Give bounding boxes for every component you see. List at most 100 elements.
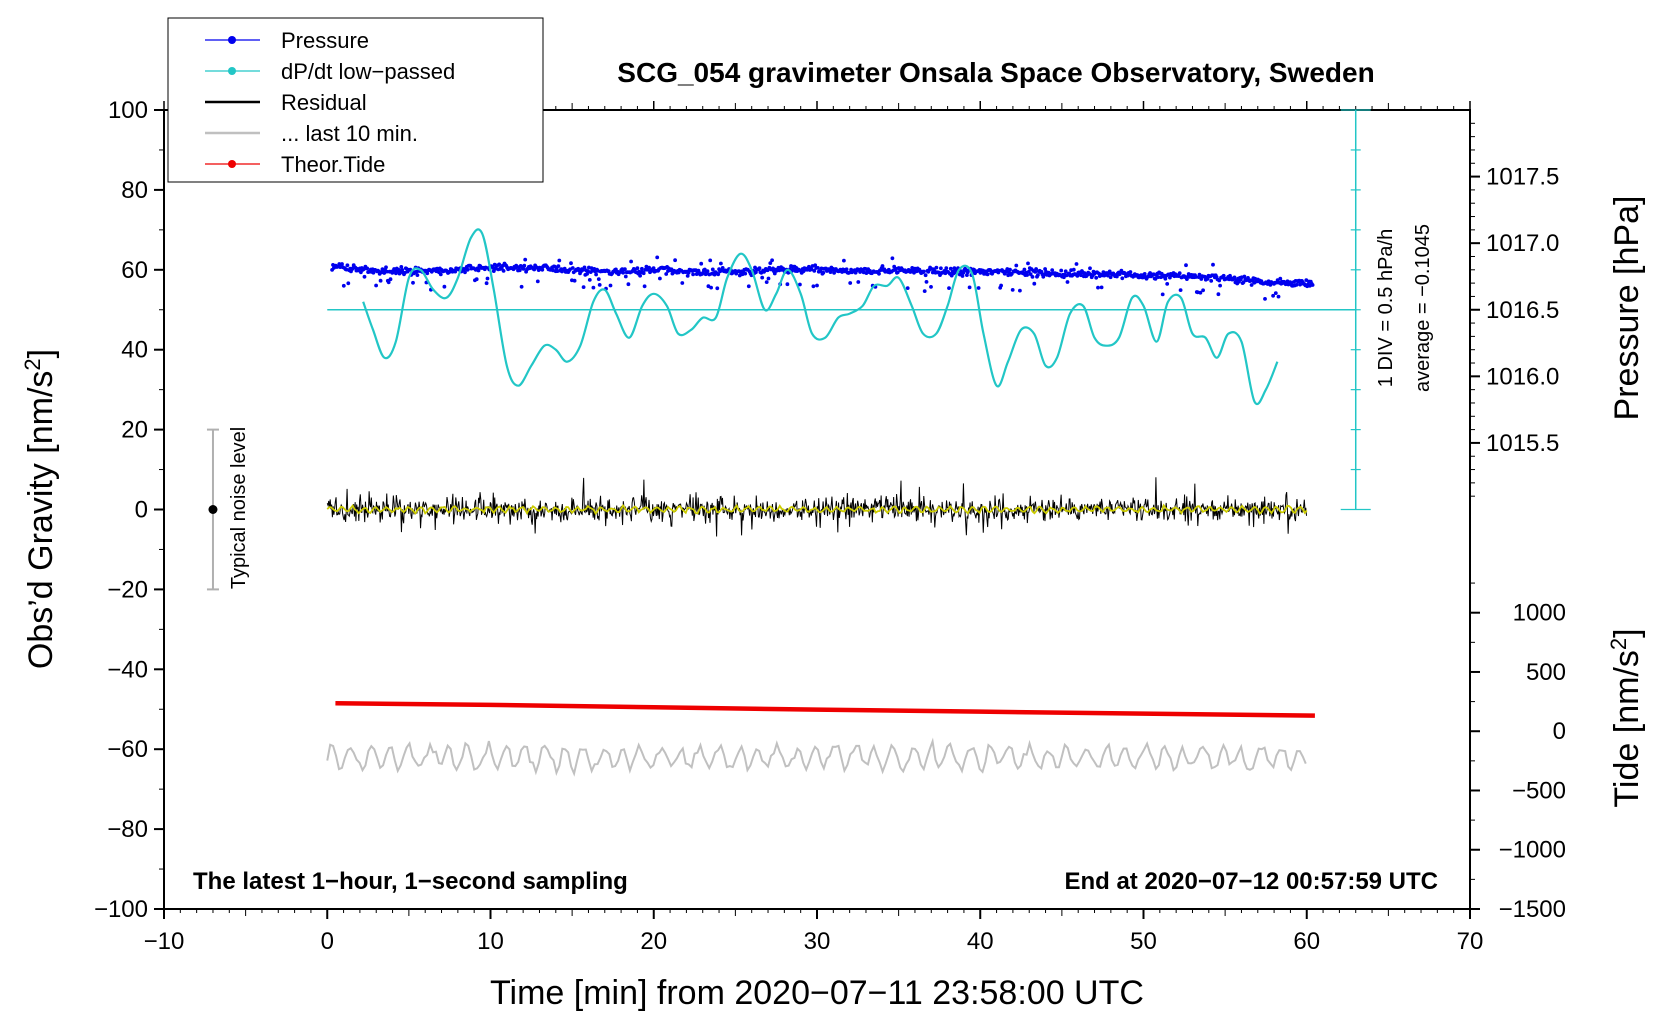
pressure-point bbox=[1165, 282, 1170, 286]
pressure-point bbox=[1205, 277, 1210, 281]
theor-tide-series bbox=[335, 701, 1315, 718]
tide-axis-title-text: Tide [nm/s bbox=[1608, 650, 1646, 807]
legend-swatch-marker bbox=[228, 36, 236, 44]
x-tick-label: 70 bbox=[1457, 928, 1484, 955]
pressure-point bbox=[1178, 288, 1183, 292]
legend-label: Residual bbox=[281, 90, 367, 115]
pressure-point bbox=[497, 262, 502, 267]
pressure-point bbox=[922, 289, 927, 293]
pressure-tick-label: 1015.5 bbox=[1486, 430, 1559, 457]
pressure-point bbox=[1216, 292, 1221, 297]
x-axis-title: Time [min] from 2020−07−11 23:58:00 UTC bbox=[490, 974, 1144, 1012]
pressure-tick-label: 1017.5 bbox=[1486, 164, 1559, 191]
pressure-point bbox=[640, 266, 644, 271]
div-label: 1 DIV = 0.5 hPa/h bbox=[1375, 229, 1397, 387]
pressure-point bbox=[651, 266, 656, 271]
residual-line bbox=[326, 477, 1308, 537]
pressure-point bbox=[1032, 281, 1037, 286]
pressure-point bbox=[785, 282, 790, 287]
pressure-point bbox=[1120, 276, 1125, 281]
pressure-point bbox=[385, 269, 389, 274]
pressure-point bbox=[985, 272, 990, 277]
pressure-point bbox=[895, 270, 900, 275]
y-axis-left-title: Obs’d Gravity [nm/s2] bbox=[20, 349, 60, 669]
y-tick-label: −60 bbox=[107, 736, 148, 763]
tide-tick-label: −1000 bbox=[1499, 837, 1566, 864]
pressure-point bbox=[570, 266, 575, 270]
pressure-point bbox=[798, 282, 802, 287]
pressure-point bbox=[929, 285, 933, 289]
pressure-point bbox=[415, 273, 420, 277]
pressure-point bbox=[1071, 267, 1076, 272]
dpdt-division-axis bbox=[327, 109, 1371, 511]
pressure-point bbox=[934, 265, 939, 270]
pressure-point bbox=[944, 266, 949, 270]
pressure-point bbox=[523, 257, 528, 262]
pressure-point bbox=[1271, 293, 1275, 298]
pressure-point bbox=[374, 283, 378, 288]
pressure-point bbox=[557, 258, 562, 263]
y-tick-label: −100 bbox=[94, 896, 148, 923]
pressure-point bbox=[1276, 294, 1281, 299]
pressure-point bbox=[716, 272, 721, 277]
pressure-point bbox=[1211, 262, 1215, 267]
pressure-point bbox=[438, 272, 443, 277]
x-tick-label: 50 bbox=[1130, 928, 1157, 955]
pressure-point bbox=[1184, 263, 1188, 268]
pressure-point bbox=[720, 266, 725, 270]
pressure-point bbox=[905, 286, 910, 290]
pressure-point bbox=[1008, 267, 1012, 272]
y-tick-label: −80 bbox=[107, 816, 148, 843]
pressure-point bbox=[638, 273, 642, 278]
pressure-point bbox=[1010, 288, 1015, 292]
pressure-point bbox=[921, 269, 926, 274]
pressure-point bbox=[772, 271, 777, 276]
pressure-point bbox=[1232, 275, 1237, 280]
tide-tick-label: 0 bbox=[1553, 718, 1566, 745]
pressure-point bbox=[1156, 275, 1161, 279]
pressure-point bbox=[1217, 278, 1222, 283]
y-tick-label: 100 bbox=[108, 97, 148, 124]
pressure-point bbox=[641, 271, 646, 276]
pressure-point bbox=[960, 274, 965, 278]
noise-label: Typical noise level bbox=[228, 427, 250, 589]
pressure-point bbox=[572, 278, 577, 283]
pressure-point bbox=[378, 278, 383, 283]
pressure-point bbox=[760, 275, 765, 280]
pressure-point bbox=[673, 258, 677, 263]
pressure-point bbox=[1310, 283, 1315, 287]
tide-tick-label: 500 bbox=[1526, 659, 1566, 686]
y-tick-label: 80 bbox=[121, 177, 148, 204]
pressure-point bbox=[743, 271, 748, 276]
pressure-point bbox=[948, 266, 953, 271]
x-tick-label: −10 bbox=[144, 928, 185, 955]
pressure-point bbox=[976, 286, 981, 290]
pressure-point bbox=[1063, 269, 1068, 274]
pressure-point bbox=[939, 266, 943, 271]
pressure-point bbox=[474, 277, 479, 282]
pressure-point bbox=[664, 272, 669, 276]
pressure-point bbox=[629, 259, 633, 264]
pressure-point bbox=[947, 286, 951, 290]
pressure-point bbox=[465, 267, 470, 272]
pressure-point bbox=[844, 267, 849, 272]
pressure-point bbox=[832, 271, 836, 275]
pressure-point bbox=[1059, 268, 1064, 273]
legend: Pressure dP/dt low−passed Residual ... last… bbox=[167, 17, 544, 183]
pressure-point bbox=[766, 276, 771, 281]
noise-level-indicator bbox=[206, 428, 219, 591]
pressure-point bbox=[812, 269, 817, 273]
pressure-point bbox=[1273, 291, 1278, 295]
residual-series bbox=[326, 477, 1308, 537]
pressure-point bbox=[1218, 283, 1222, 288]
pressure-axis-ticks: 1017.5 1017.0 1016.5 1016.0 1015.5 bbox=[1470, 122, 1559, 497]
pressure-point bbox=[626, 282, 631, 287]
pressure-point bbox=[582, 265, 587, 270]
legend-label: ... last 10 min. bbox=[281, 121, 418, 146]
pressure-point bbox=[591, 285, 596, 290]
pressure-point bbox=[1128, 270, 1133, 274]
pressure-point bbox=[386, 280, 391, 285]
pressure-point bbox=[655, 255, 660, 260]
pressure-series bbox=[330, 255, 1315, 301]
pressure-point bbox=[1142, 272, 1147, 276]
